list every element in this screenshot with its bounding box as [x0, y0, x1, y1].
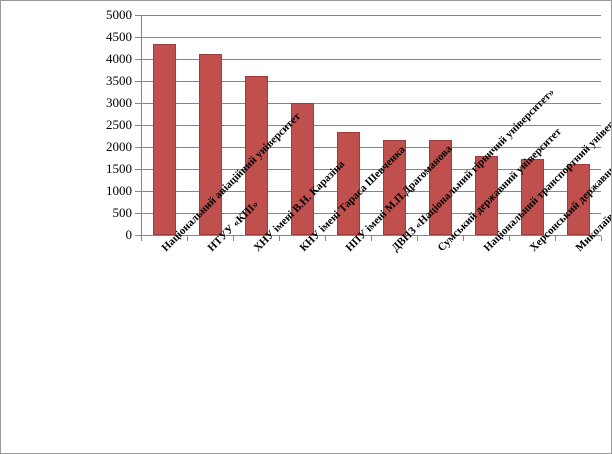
gridline: [141, 81, 601, 82]
y-axis-tick-label: 4500: [106, 29, 132, 44]
plot-area: [141, 15, 601, 235]
y-axis-tick-label: 2000: [106, 139, 132, 154]
y-axis-tick: [135, 81, 141, 82]
gridline: [141, 59, 601, 60]
gridline: [141, 15, 601, 16]
y-axis-tick-label: 3000: [106, 95, 132, 110]
x-axis-tick: [417, 236, 418, 241]
y-axis-tick-label: 1000: [106, 183, 132, 198]
bar: [336, 131, 360, 235]
y-axis-line: [141, 15, 142, 236]
y-axis-tick: [135, 191, 141, 192]
y-axis-tick: [135, 15, 141, 16]
x-axis-line: [141, 235, 601, 236]
bar: [520, 158, 544, 235]
x-axis-tick: [325, 236, 326, 241]
bar: [152, 43, 176, 235]
y-axis-tick: [135, 213, 141, 214]
y-axis-tick: [135, 37, 141, 38]
gridline: [141, 213, 601, 214]
y-axis-tick-label: 500: [112, 205, 133, 220]
x-axis-tick: [371, 236, 372, 241]
y-axis-tick: [135, 169, 141, 170]
x-axis-tick: [601, 236, 602, 241]
x-axis-tick: [509, 236, 510, 241]
y-axis-tick: [135, 125, 141, 126]
x-axis-tick: [187, 236, 188, 241]
gridline: [141, 169, 601, 170]
gridline: [141, 191, 601, 192]
bar: [566, 163, 590, 235]
gridline: [141, 125, 601, 126]
x-axis-tick: [555, 236, 556, 241]
bar: [474, 155, 498, 235]
y-axis-tick-labels: 5000 4500 4000 3500 3000 2500 2000 1500 1000 500 0: [1, 1, 133, 453]
x-axis-tick: [141, 236, 142, 241]
y-axis-tick-label: 1500: [106, 161, 132, 176]
gridline: [141, 147, 601, 148]
y-axis-tick-label: 3500: [106, 73, 132, 88]
x-axis-tick: [233, 236, 234, 241]
y-axis-tick: [135, 103, 141, 104]
bar: [428, 140, 452, 235]
y-axis-tick: [135, 59, 141, 60]
gridline: [141, 37, 601, 38]
y-axis-tick-label: 2500: [106, 117, 132, 132]
bar: [198, 53, 222, 235]
x-axis-tick: [279, 236, 280, 241]
y-axis-tick-label: 0: [125, 227, 133, 242]
x-axis-tick: [463, 236, 464, 241]
bar: [382, 140, 406, 235]
bar: [244, 76, 268, 235]
y-axis-tick: [135, 235, 141, 236]
y-axis-tick: [135, 147, 141, 148]
y-axis-tick-label: 5000: [106, 7, 132, 22]
gridline: [141, 103, 601, 104]
bar: [290, 103, 314, 235]
y-axis-tick-label: 4000: [106, 51, 132, 66]
